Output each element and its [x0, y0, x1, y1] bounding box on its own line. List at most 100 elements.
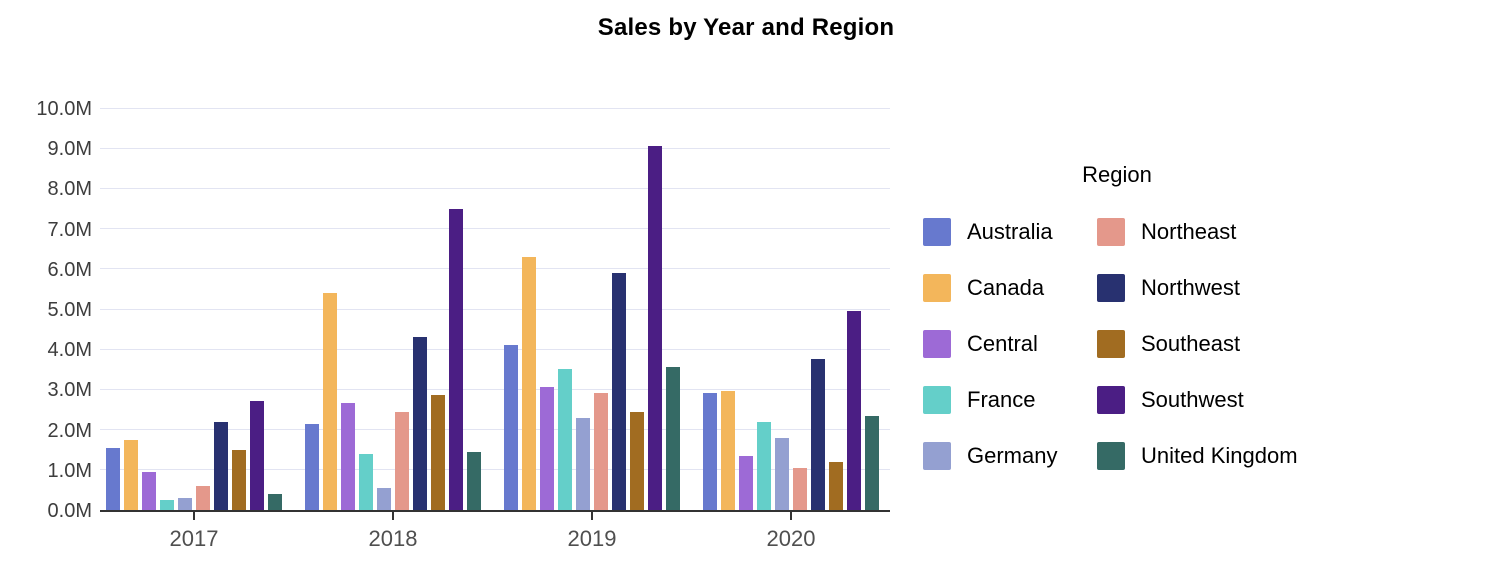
bar-2020-france [757, 421, 771, 510]
bar-2017-germany [178, 497, 192, 510]
legend-swatch-central [923, 330, 951, 358]
legend-label: Australia [967, 219, 1053, 244]
legend-column: Australia Canada Central France Germany [923, 218, 1097, 498]
gridline [100, 388, 890, 390]
bar-group-2020 [703, 311, 879, 510]
bar-2020-united-kingdom [865, 415, 879, 510]
bar-2020-northeast [793, 467, 807, 510]
bar-2019-canada [522, 256, 536, 510]
bar-2017-northeast [196, 485, 210, 510]
legend-swatch-southeast [1097, 330, 1125, 358]
bar-2019-southwest [648, 146, 662, 510]
gridline [100, 469, 890, 471]
bar-2020-northwest [811, 359, 825, 510]
x-tick-label: 2018 [368, 526, 418, 551]
y-tick-label: 9.0M [47, 138, 92, 161]
legend-item-australia: Australia [923, 218, 1097, 246]
y-tick-label: 2.0M [47, 419, 92, 442]
y-tick-label: 4.0M [47, 339, 92, 362]
x-tick-label: 2020 [766, 526, 816, 551]
gridline [100, 228, 890, 230]
y-tick-label: 7.0M [47, 218, 92, 241]
y-tick-label: 6.0M [47, 258, 92, 281]
legend: Region Australia Canada Central France Germa… [923, 163, 1323, 498]
bar-2018-canada [323, 292, 337, 510]
legend-grid: Australia Canada Central France Germany North… [923, 218, 1323, 498]
legend-title: Region [1082, 162, 1152, 187]
bar-2017-central [142, 471, 156, 510]
legend-label: Southwest [1141, 387, 1244, 412]
bar-2020-central [739, 455, 753, 510]
legend-item-canada: Canada [923, 274, 1097, 302]
legend-swatch-southwest [1097, 386, 1125, 414]
legend-label: Northeast [1141, 219, 1237, 244]
bar-2019-france [558, 369, 572, 510]
bar-2020-australia [703, 393, 717, 510]
legend-label: Central [967, 331, 1038, 356]
legend-item-central: Central [923, 330, 1097, 358]
bar-group-2018 [305, 208, 481, 510]
bar-2017-northwest [214, 421, 228, 510]
legend-label: Northwest [1141, 275, 1241, 300]
bar-2018-central [341, 403, 355, 510]
bar-2020-canada [721, 391, 735, 510]
bar-2017-southwest [250, 401, 264, 510]
bar-2017-southeast [232, 449, 246, 510]
gridline [100, 187, 890, 189]
legend-swatch-germany [923, 442, 951, 470]
bar-2018-northwest [413, 337, 427, 510]
bar-2018-france [359, 453, 373, 510]
gridline [100, 268, 890, 270]
gridline [100, 147, 890, 149]
gridline [100, 348, 890, 350]
y-tick-label: 1.0M [47, 459, 92, 482]
legend-label: Southeast [1141, 331, 1241, 356]
bar-2019-united-kingdom [666, 367, 680, 510]
y-tick-label: 8.0M [47, 178, 92, 201]
bar-2018-southeast [431, 395, 445, 510]
bar-2018-united-kingdom [467, 451, 481, 510]
x-tick-label: 2017 [169, 526, 219, 551]
bar-2018-northeast [395, 411, 409, 510]
bar-2020-southeast [829, 461, 843, 510]
bar-2018-southwest [449, 208, 463, 510]
bar-2019-germany [576, 417, 590, 510]
bar-2017-australia [106, 447, 120, 510]
bar-2017-united-kingdom [268, 493, 282, 510]
bar-2018-australia [305, 423, 319, 510]
y-tick-label: 10.0M [36, 98, 92, 120]
legend-label: United Kingdom [1141, 443, 1298, 468]
legend-swatch-united-kingdom [1097, 442, 1125, 470]
bar-2019-southeast [630, 411, 644, 510]
bar-group-2017 [106, 401, 282, 510]
gridline [100, 308, 890, 310]
x-tick [790, 512, 792, 520]
bar-2020-southwest [847, 311, 861, 510]
legend-swatch-northeast [1097, 218, 1125, 246]
x-tick [591, 512, 593, 520]
bar-2019-australia [504, 345, 518, 510]
legend-item-northeast: Northeast [1097, 218, 1298, 246]
legend-item-germany: Germany [923, 442, 1097, 470]
gridline [100, 107, 890, 109]
legend-label: Germany [967, 443, 1058, 468]
legend-swatch-france [923, 386, 951, 414]
bar-2020-germany [775, 437, 789, 510]
bar-2017-canada [124, 439, 138, 510]
x-tick [193, 512, 195, 520]
plot-area [100, 107, 890, 512]
x-tick-label: 2019 [567, 526, 617, 551]
legend-label: Canada [967, 275, 1045, 300]
legend-item-northwest: Northwest [1097, 274, 1298, 302]
bar-2018-germany [377, 487, 391, 510]
legend-label: France [967, 387, 1036, 412]
legend-item-southeast: Southeast [1097, 330, 1298, 358]
legend-item-france: France [923, 386, 1097, 414]
chart-title: Sales by Year and Region [597, 14, 895, 41]
legend-swatch-australia [923, 218, 951, 246]
y-tick-label: 0.0M [47, 500, 92, 522]
legend-column: Northeast Northwest Southeast Southwest Unit… [1097, 218, 1298, 498]
bar-2017-france [160, 499, 174, 510]
x-tick [392, 512, 394, 520]
